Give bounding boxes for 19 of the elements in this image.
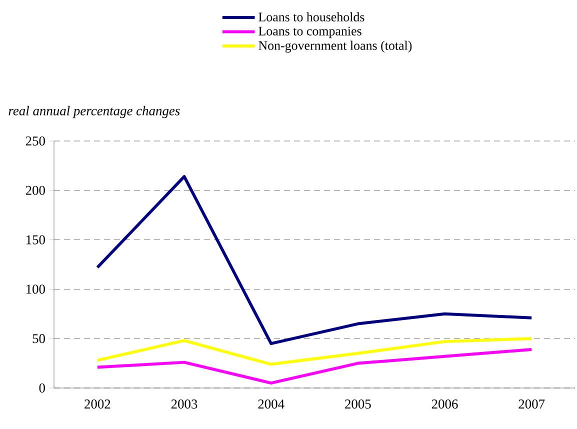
y-tick-label: 250 xyxy=(26,136,45,146)
y-tick-label: 100 xyxy=(26,284,45,294)
x-tick-label: 2007 xyxy=(518,400,545,409)
y-tick-label: 150 xyxy=(26,235,45,244)
x-tick-label: 2003 xyxy=(171,400,198,409)
x-tick-label: 2004 xyxy=(258,400,284,409)
x-tick-label: 2006 xyxy=(432,400,458,409)
x-tick-label: 2002 xyxy=(84,400,110,409)
y-axis-title: real annual percentage changes xyxy=(8,106,180,118)
y-tick-label: 200 xyxy=(26,186,45,195)
legend-label: Loans to households xyxy=(258,12,364,22)
y-tick-label: 50 xyxy=(32,334,45,344)
line-series xyxy=(96,348,534,385)
legend-label: Loans to companies xyxy=(258,26,362,38)
y-tick-label: 0 xyxy=(39,383,45,393)
line-series xyxy=(96,175,534,346)
legend-label: Non-government loans (total) xyxy=(258,40,412,53)
line-series xyxy=(96,337,534,366)
x-tick-label: 2005 xyxy=(345,400,371,409)
